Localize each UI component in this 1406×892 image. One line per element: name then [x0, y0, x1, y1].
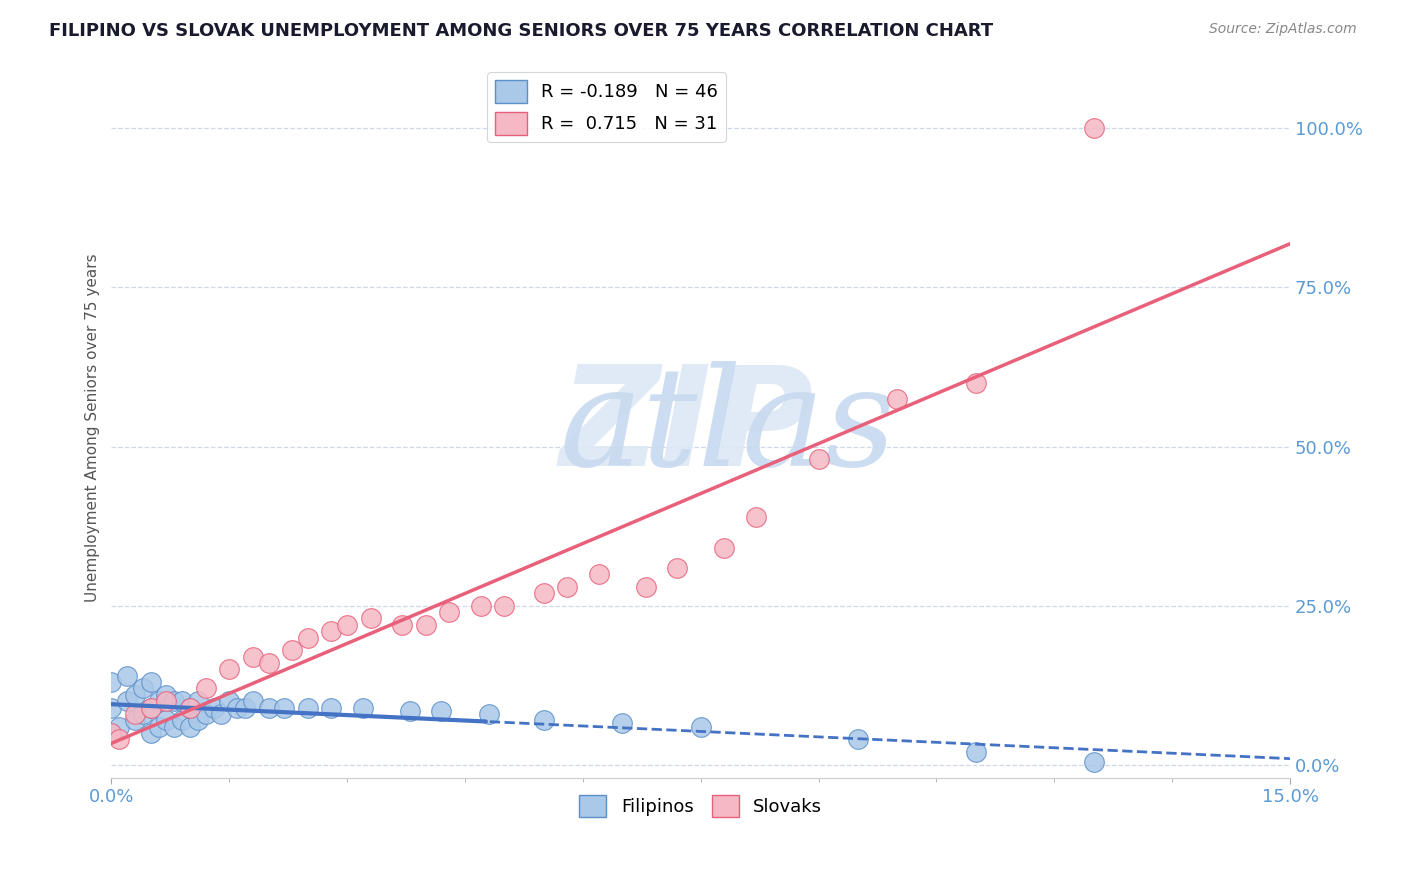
Text: FILIPINO VS SLOVAK UNEMPLOYMENT AMONG SENIORS OVER 75 YEARS CORRELATION CHART: FILIPINO VS SLOVAK UNEMPLOYMENT AMONG SE… — [49, 22, 993, 40]
Point — [163, 720, 186, 734]
Point — [273, 700, 295, 714]
Point — [132, 706, 155, 721]
Point — [148, 694, 170, 708]
Point — [218, 662, 240, 676]
Point — [588, 566, 610, 581]
Point — [477, 706, 499, 721]
Point — [187, 694, 209, 708]
Point — [179, 700, 201, 714]
Point — [533, 586, 555, 600]
Point — [124, 713, 146, 727]
Text: Source: ZipAtlas.com: Source: ZipAtlas.com — [1209, 22, 1357, 37]
Point — [1083, 121, 1105, 136]
Point — [713, 541, 735, 556]
Point — [155, 713, 177, 727]
Point — [610, 716, 633, 731]
Point — [430, 704, 453, 718]
Point — [352, 700, 374, 714]
Point — [139, 700, 162, 714]
Point — [172, 713, 194, 727]
Point — [233, 700, 256, 714]
Point — [115, 694, 138, 708]
Point — [297, 700, 319, 714]
Legend: Filipinos, Slovaks: Filipinos, Slovaks — [572, 788, 830, 824]
Point — [807, 452, 830, 467]
Point — [187, 713, 209, 727]
Point — [242, 649, 264, 664]
Point — [886, 392, 908, 406]
Point — [194, 681, 217, 696]
Point — [257, 656, 280, 670]
Point — [965, 745, 987, 759]
Point — [533, 713, 555, 727]
Y-axis label: Unemployment Among Seniors over 75 years: Unemployment Among Seniors over 75 years — [86, 253, 100, 602]
Point — [100, 726, 122, 740]
Point — [100, 675, 122, 690]
Point — [139, 675, 162, 690]
Point — [100, 700, 122, 714]
Point — [297, 631, 319, 645]
Point — [218, 694, 240, 708]
Point — [139, 700, 162, 714]
Point — [172, 694, 194, 708]
Point — [226, 700, 249, 714]
Point — [689, 720, 711, 734]
Point — [399, 704, 422, 718]
Point — [321, 700, 343, 714]
Point — [132, 681, 155, 696]
Point — [336, 617, 359, 632]
Point — [744, 509, 766, 524]
Point — [148, 720, 170, 734]
Point — [666, 560, 689, 574]
Point — [100, 726, 122, 740]
Point — [202, 700, 225, 714]
Point — [155, 688, 177, 702]
Point — [494, 599, 516, 613]
Point — [1083, 755, 1105, 769]
Point — [360, 611, 382, 625]
Point — [242, 694, 264, 708]
Point — [155, 694, 177, 708]
Point — [321, 624, 343, 639]
Point — [124, 706, 146, 721]
Point — [470, 599, 492, 613]
Point — [108, 732, 131, 747]
Text: atlas: atlas — [560, 360, 896, 494]
Point — [846, 732, 869, 747]
Point — [139, 726, 162, 740]
Point — [965, 376, 987, 390]
Point — [209, 706, 232, 721]
Point — [124, 688, 146, 702]
Point — [439, 605, 461, 619]
Point — [194, 706, 217, 721]
Point — [634, 580, 657, 594]
Point — [108, 720, 131, 734]
Text: ZIP: ZIP — [560, 360, 814, 495]
Point — [415, 617, 437, 632]
Point — [179, 720, 201, 734]
Point — [281, 643, 304, 657]
Point — [391, 617, 413, 632]
Point — [179, 700, 201, 714]
Point — [555, 580, 578, 594]
Point — [257, 700, 280, 714]
Point — [115, 669, 138, 683]
Point — [163, 694, 186, 708]
